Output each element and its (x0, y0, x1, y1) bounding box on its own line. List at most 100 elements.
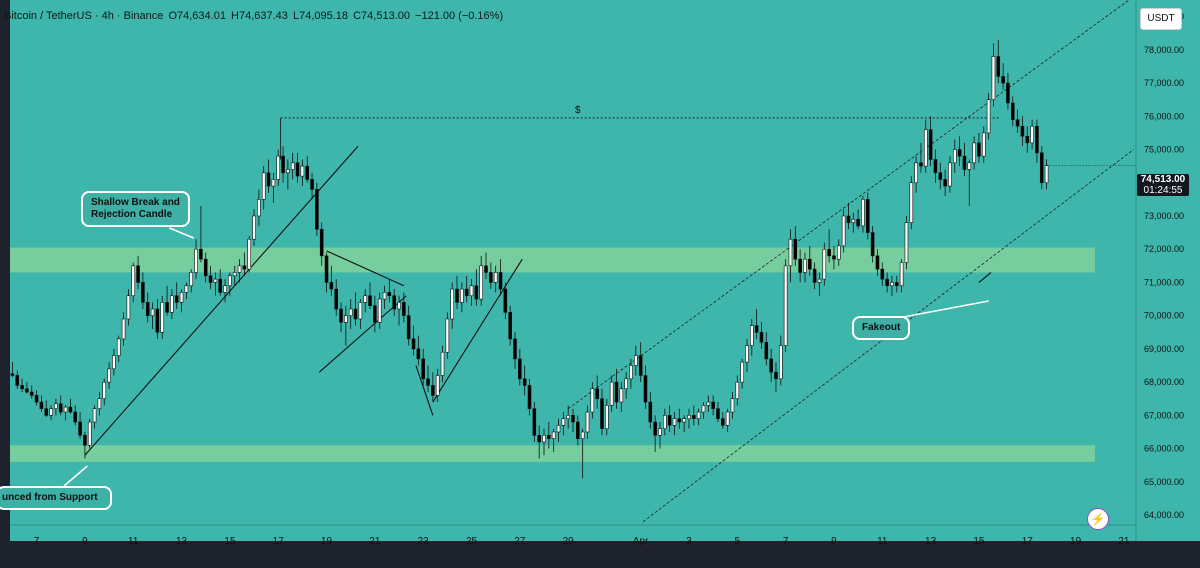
candle (788, 229, 793, 283)
candle (348, 299, 353, 329)
candle (460, 282, 464, 313)
candle (170, 289, 174, 319)
candle (928, 116, 933, 167)
candle (870, 225, 875, 263)
candle (880, 262, 885, 286)
candle-body (928, 129, 933, 160)
open-value: O74,634.01 (168, 10, 226, 22)
candle (339, 302, 343, 333)
candle (774, 362, 778, 393)
y-tick-label: 64,000.00 (1144, 510, 1184, 520)
candle (595, 375, 599, 409)
candle (556, 418, 561, 442)
candle (1010, 96, 1015, 127)
candle (484, 252, 488, 280)
candle-body (653, 421, 657, 436)
x-tick-label: 23 (418, 536, 430, 547)
candle (856, 209, 860, 230)
candle-body (199, 248, 203, 260)
change-value: −121.00 (−0.16%) (415, 10, 504, 22)
candle-body (334, 288, 338, 310)
candle (1044, 159, 1049, 190)
candle (677, 408, 682, 429)
candle-body (682, 418, 686, 423)
candle-body (145, 302, 150, 316)
candle-body (532, 408, 537, 436)
candle-body (735, 381, 740, 400)
candle (643, 365, 648, 409)
candle-body (435, 375, 440, 396)
candle-body (271, 179, 276, 187)
support-resistance-zone (10, 445, 1095, 462)
candle (493, 265, 498, 293)
candle-body (416, 348, 421, 360)
candle (653, 415, 657, 452)
candle-body (184, 285, 189, 293)
candle-body (155, 308, 160, 333)
x-tick-label: 13 (925, 536, 937, 547)
candle-body (518, 358, 522, 380)
candle (513, 332, 517, 369)
candle (377, 292, 382, 329)
candle-body (20, 385, 24, 390)
candle (730, 392, 735, 419)
currency-selector[interactable]: USDT (1140, 8, 1182, 30)
candle (242, 252, 247, 276)
candle (464, 275, 469, 303)
candle-body (977, 142, 981, 157)
candle (54, 398, 58, 416)
candle-body (73, 411, 78, 423)
candle-body (841, 215, 846, 247)
candle (141, 272, 145, 310)
candle (812, 262, 817, 290)
lightning-icon[interactable]: ⚡ (1087, 508, 1109, 530)
candle-body (310, 179, 314, 190)
candle-body (464, 288, 469, 297)
close-value: C74,513.00 (353, 10, 410, 22)
candle (542, 428, 546, 456)
candle-body (44, 408, 49, 416)
candle (411, 325, 416, 356)
candle-body (92, 408, 97, 423)
candle-body (68, 406, 73, 413)
candle-body (493, 272, 498, 283)
candle-body (556, 425, 561, 433)
candle (692, 405, 696, 426)
candle-body (986, 99, 991, 134)
candle (537, 425, 541, 459)
candle (315, 182, 319, 236)
candle (344, 305, 348, 346)
candle (237, 259, 242, 283)
candle-body (469, 285, 474, 297)
candle (1030, 119, 1034, 150)
candle (363, 289, 367, 313)
candle-body (914, 162, 918, 184)
y-tick-label: 71,000.00 (1144, 277, 1184, 287)
candle (600, 388, 604, 436)
candle (967, 159, 972, 207)
candle-body (1035, 125, 1039, 154)
candle (208, 265, 213, 290)
candle (402, 292, 406, 323)
candle (498, 259, 503, 296)
candle (20, 378, 24, 393)
candle (29, 385, 34, 399)
candle (605, 398, 609, 436)
candle-body (15, 375, 20, 386)
candle (218, 269, 223, 296)
symbol-legend: Bitcoin / TetherUS · 4h · Binance O74,63… (4, 10, 505, 22)
candle (865, 192, 870, 240)
candle (914, 156, 918, 193)
candle-body (861, 199, 865, 227)
candle (832, 245, 836, 270)
candle (1001, 63, 1005, 90)
candle (861, 196, 865, 233)
candle (435, 368, 440, 403)
candle-body (701, 405, 706, 413)
candle-body (489, 272, 493, 283)
candle (445, 312, 450, 359)
candle-body (865, 199, 870, 233)
x-tick-label: 9 (82, 536, 88, 547)
candle (696, 408, 701, 426)
